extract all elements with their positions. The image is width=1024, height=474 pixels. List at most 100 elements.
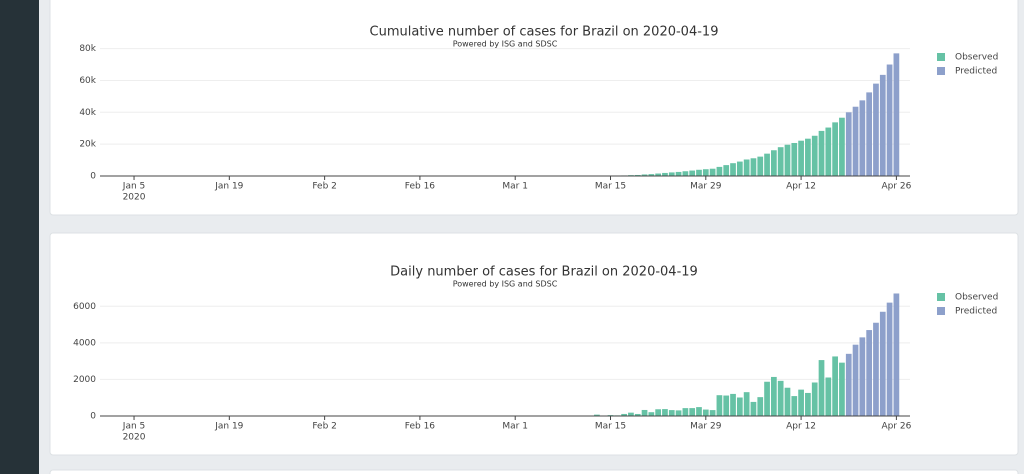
bar xyxy=(798,389,804,416)
legend-label: Predicted xyxy=(955,307,997,317)
x-tick-label: Jan 19 xyxy=(214,422,243,432)
bar xyxy=(839,362,845,416)
bar xyxy=(689,170,696,176)
x-tick-label: Mar 15 xyxy=(595,422,626,432)
bar xyxy=(818,130,825,176)
bar xyxy=(845,112,852,176)
bar xyxy=(791,142,798,176)
x-tick-label: Mar 1 xyxy=(502,422,528,432)
bar xyxy=(709,410,716,416)
chart-subtitle: Powered by ISG and SDSC xyxy=(453,40,558,49)
legend-swatch xyxy=(937,67,945,75)
y-tick-label: 2000 xyxy=(73,375,96,385)
bar xyxy=(805,392,811,416)
bar xyxy=(702,169,709,176)
bar xyxy=(750,401,757,416)
bar xyxy=(811,135,818,176)
y-tick-label: 0 xyxy=(90,172,96,182)
y-tick-label: 0 xyxy=(90,412,96,422)
bar xyxy=(771,150,777,176)
bar xyxy=(784,144,791,176)
bar xyxy=(825,377,832,416)
legend-swatch xyxy=(937,53,945,61)
bar xyxy=(852,344,859,416)
bar xyxy=(784,387,791,416)
bar xyxy=(839,117,845,176)
bar xyxy=(743,392,750,416)
bar xyxy=(648,412,655,416)
legend-swatch xyxy=(937,307,945,315)
bar xyxy=(879,74,886,176)
x-tick-label: Apr 26 xyxy=(881,422,911,432)
bar xyxy=(628,412,634,416)
bar xyxy=(750,158,757,176)
bar xyxy=(859,100,866,176)
bar xyxy=(668,172,675,176)
x-tick-label: Feb 16 xyxy=(405,182,436,192)
bar xyxy=(675,410,682,416)
x-year-label: 2020 xyxy=(123,433,146,443)
x-tick-label: Jan 5 xyxy=(122,422,145,432)
y-tick-label: 20k xyxy=(79,140,96,150)
bar xyxy=(873,83,879,176)
x-tick-label: Feb 2 xyxy=(312,182,337,192)
bar xyxy=(757,397,764,416)
x-tick-label: Apr 12 xyxy=(786,182,816,192)
bar xyxy=(764,381,770,416)
x-tick-label: Mar 29 xyxy=(690,182,722,192)
card xyxy=(49,469,1019,474)
legend-label: Observed xyxy=(955,53,998,63)
bar xyxy=(696,169,702,176)
bar xyxy=(716,395,723,416)
bar xyxy=(859,337,866,416)
bar xyxy=(594,414,600,416)
sidebar xyxy=(0,0,39,474)
bar xyxy=(818,360,825,416)
bar xyxy=(662,172,668,176)
bar xyxy=(879,311,886,416)
x-tick-label: Feb 2 xyxy=(312,422,337,432)
bar xyxy=(893,293,900,416)
bar xyxy=(736,397,743,416)
bar xyxy=(791,396,798,416)
legend-swatch xyxy=(937,293,945,301)
bar xyxy=(634,174,641,176)
bar xyxy=(723,165,730,176)
bar xyxy=(886,302,893,416)
y-tick-label: 60k xyxy=(79,76,96,86)
bar xyxy=(682,171,689,176)
bar xyxy=(709,168,716,176)
y-tick-label: 6000 xyxy=(73,302,96,312)
bar xyxy=(873,322,879,416)
bar xyxy=(798,140,804,176)
bar xyxy=(777,380,784,416)
bar xyxy=(621,413,627,416)
x-tick-label: Feb 16 xyxy=(405,422,436,432)
bar xyxy=(716,166,723,176)
bar xyxy=(702,409,709,416)
bar xyxy=(655,173,662,176)
bar xyxy=(730,163,736,176)
chart-subtitle: Powered by ISG and SDSC xyxy=(453,280,558,289)
x-tick-label: Apr 26 xyxy=(881,182,911,192)
x-tick-label: Jan 19 xyxy=(214,182,243,192)
bar xyxy=(743,159,750,176)
bar xyxy=(852,106,859,176)
bar xyxy=(736,161,743,176)
bar xyxy=(634,413,641,416)
bar xyxy=(893,53,900,176)
bar xyxy=(771,376,777,416)
bar xyxy=(723,395,730,416)
x-year-label: 2020 xyxy=(123,193,146,203)
bar xyxy=(764,153,770,176)
x-tick-label: Mar 1 xyxy=(502,182,528,192)
x-tick-label: Mar 15 xyxy=(595,182,626,192)
bar xyxy=(777,147,784,176)
bar xyxy=(696,407,702,416)
bar xyxy=(845,353,852,416)
bar xyxy=(805,138,811,176)
bar xyxy=(662,409,668,416)
bar xyxy=(866,330,873,416)
y-tick-label: 4000 xyxy=(73,338,96,348)
y-tick-label: 80k xyxy=(79,44,96,54)
